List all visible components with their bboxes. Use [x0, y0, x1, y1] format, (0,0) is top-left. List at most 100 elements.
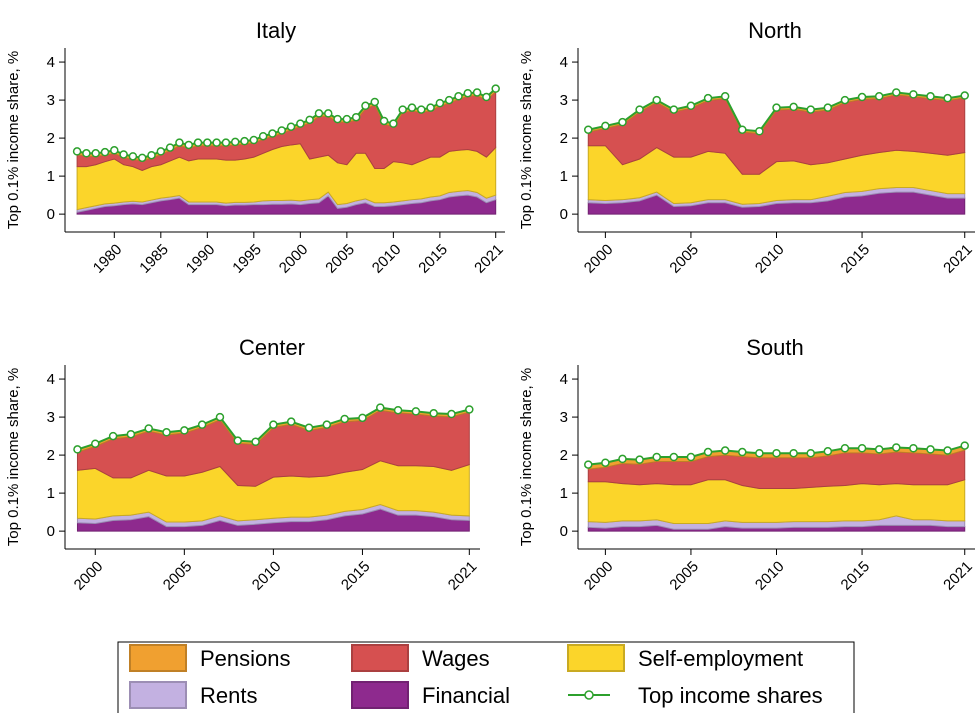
total-marker [370, 97, 380, 107]
total-marker [212, 138, 221, 147]
total-marker [286, 417, 296, 426]
total-marker [686, 101, 696, 111]
total-marker [379, 116, 389, 126]
total-marker [686, 452, 696, 462]
total-marker [358, 413, 367, 423]
total-marker [806, 448, 815, 458]
plot-area [584, 88, 969, 215]
legend-label: Financial [422, 683, 510, 708]
total-marker [91, 439, 100, 448]
total-marker [398, 105, 407, 114]
y-tick-label: 0 [560, 523, 568, 540]
total-marker [926, 445, 935, 454]
total-marker [755, 127, 764, 136]
y-tick-label: 4 [47, 371, 55, 388]
total-marker [772, 103, 781, 112]
total-marker [447, 409, 456, 419]
total-marker [376, 403, 385, 412]
legend-swatch [567, 644, 625, 672]
y-tick-label: 3 [560, 92, 568, 109]
legend-label: Self-employment [638, 646, 803, 671]
total-marker [296, 119, 305, 128]
total-marker [180, 426, 189, 435]
total-marker [840, 444, 850, 453]
total-marker [960, 441, 969, 450]
total-marker [73, 445, 82, 454]
y-tick-label: 3 [560, 409, 568, 426]
total-marker [943, 93, 952, 103]
total-marker [417, 105, 426, 114]
total-marker [789, 448, 798, 458]
panel-title: Center [239, 335, 305, 360]
total-marker [738, 447, 747, 457]
legend-marker [584, 690, 594, 700]
y-tick-label: 1 [47, 485, 55, 502]
total-marker [258, 131, 268, 141]
y-axis-label: Top 0.1% income share, % [5, 51, 22, 229]
y-tick-label: 0 [47, 206, 55, 223]
total-marker [215, 412, 225, 422]
total-marker [393, 405, 403, 415]
total-marker [755, 448, 764, 458]
y-tick-label: 4 [560, 54, 568, 71]
total-marker [126, 429, 136, 439]
y-tick-label: 3 [47, 409, 55, 426]
total-marker [652, 452, 661, 462]
y-tick-label: 3 [47, 92, 55, 109]
total-marker [789, 102, 798, 112]
total-marker [465, 405, 474, 414]
total-marker [669, 105, 679, 114]
total-marker [720, 92, 730, 101]
y-axis-label: Top 0.1% income share, % [518, 51, 535, 229]
total-marker [738, 125, 747, 134]
total-marker [333, 114, 342, 124]
y-tick-label: 1 [47, 168, 55, 185]
y-tick-label: 2 [47, 130, 55, 147]
legend-label: Rents [200, 683, 257, 708]
total-marker [823, 103, 833, 112]
y-axis-label: Top 0.1% income share, % [5, 368, 22, 546]
total-marker [472, 88, 482, 97]
total-marker [806, 105, 815, 114]
total-marker [874, 92, 884, 101]
total-marker [454, 92, 463, 101]
total-marker [411, 407, 421, 416]
legend-swatch [129, 681, 187, 709]
total-marker [857, 92, 867, 102]
total-marker [491, 84, 500, 93]
total-marker [840, 95, 850, 105]
total-marker [230, 137, 240, 147]
total-marker [584, 460, 593, 469]
total-marker [584, 125, 593, 134]
legend-box [117, 641, 855, 713]
total-marker [233, 436, 243, 445]
legend-label: Wages [422, 646, 490, 671]
total-marker [72, 147, 82, 156]
total-marker [277, 126, 286, 135]
total-marker [110, 146, 119, 155]
legend-label: Top income shares [638, 683, 823, 708]
total-marker [108, 431, 118, 441]
panel-title: Italy [256, 18, 296, 43]
plot-area [73, 403, 474, 532]
total-marker [926, 92, 935, 101]
total-marker [203, 138, 212, 147]
total-marker [100, 147, 110, 157]
y-tick-label: 1 [560, 168, 568, 185]
total-marker [435, 98, 445, 108]
total-marker [165, 143, 175, 152]
total-marker [340, 414, 349, 424]
total-marker [322, 420, 332, 429]
total-marker [221, 138, 231, 147]
total-marker [240, 136, 249, 146]
total-marker [444, 95, 454, 105]
plot-area [72, 84, 500, 215]
total-marker [351, 112, 361, 122]
panel-title: North [748, 18, 802, 43]
total-marker [249, 135, 259, 145]
total-marker [482, 92, 491, 102]
legend-swatch [129, 644, 187, 672]
total-marker [669, 452, 679, 462]
